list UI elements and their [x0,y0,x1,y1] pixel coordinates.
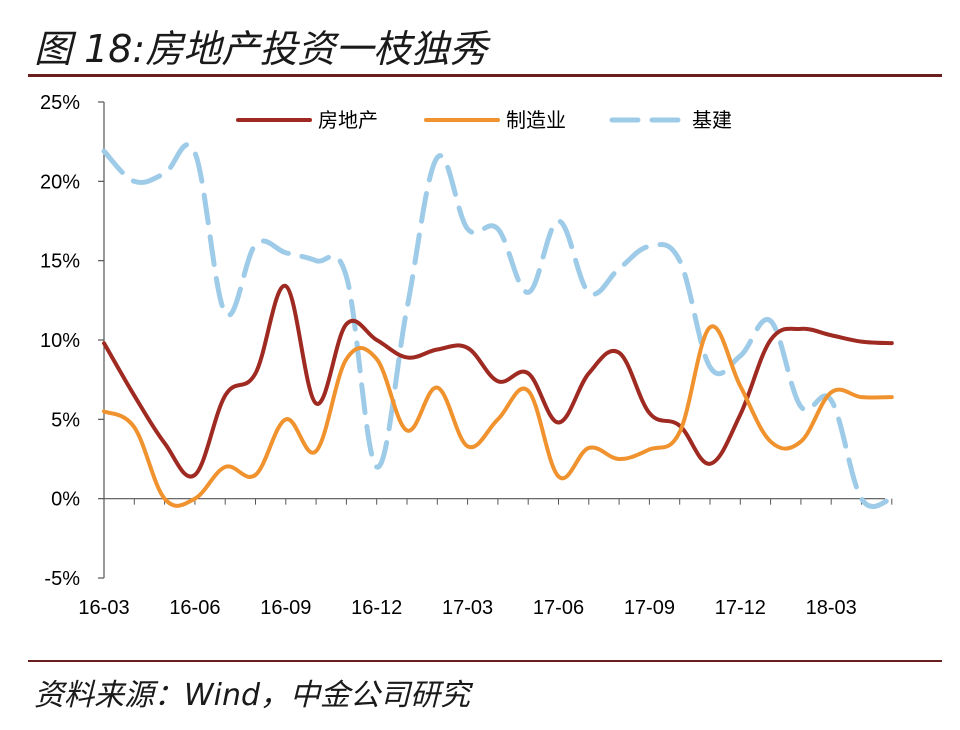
legend-label-0: 房地产 [318,108,378,132]
bottom-rule [28,660,942,662]
y-tick-label: 0% [51,489,80,511]
y-tick-label: 15% [40,251,80,273]
source-note: 资料来源：Wind，中金公司研究 [34,678,471,713]
x-tick-label: 16-06 [169,597,220,619]
y-tick-label: 10% [40,330,80,352]
series-line-0 [102,284,894,479]
legend-label-1: 制造业 [506,108,566,132]
legend: 房地产 制造业 基建 [236,108,732,132]
x-tick-label: 16-12 [351,597,402,619]
tick-labels: 25% 20% 15% 10% 5% 0% -5% 16-03 16-06 16-09 16-12 1… [40,92,857,619]
x-tick-label: 17-12 [715,597,766,619]
chart-title: 图 18:房地产投资一枝独秀 [34,27,488,71]
x-tick-label: 17-03 [442,597,493,619]
series-lines [101,142,895,509]
x-tick-label: 16-09 [260,597,311,619]
x-tick-label: 16-03 [78,597,129,619]
series-line-2 [101,142,895,509]
x-tick-label: 17-06 [533,597,584,619]
y-tick-label: 5% [51,409,80,431]
line-chart: 25% 20% 15% 10% 5% 0% -5% 16-03 16-06 16-09 16-12 1… [40,92,895,619]
x-tick-label: 17-09 [624,597,675,619]
y-tick-label: 20% [40,171,80,193]
top-rule [28,74,942,77]
x-tick-label: 18-03 [806,597,857,619]
y-tick-label: -5% [44,568,80,590]
series-line-1 [102,324,894,508]
legend-label-2: 基建 [692,108,732,132]
y-tick-label: 25% [40,92,80,114]
